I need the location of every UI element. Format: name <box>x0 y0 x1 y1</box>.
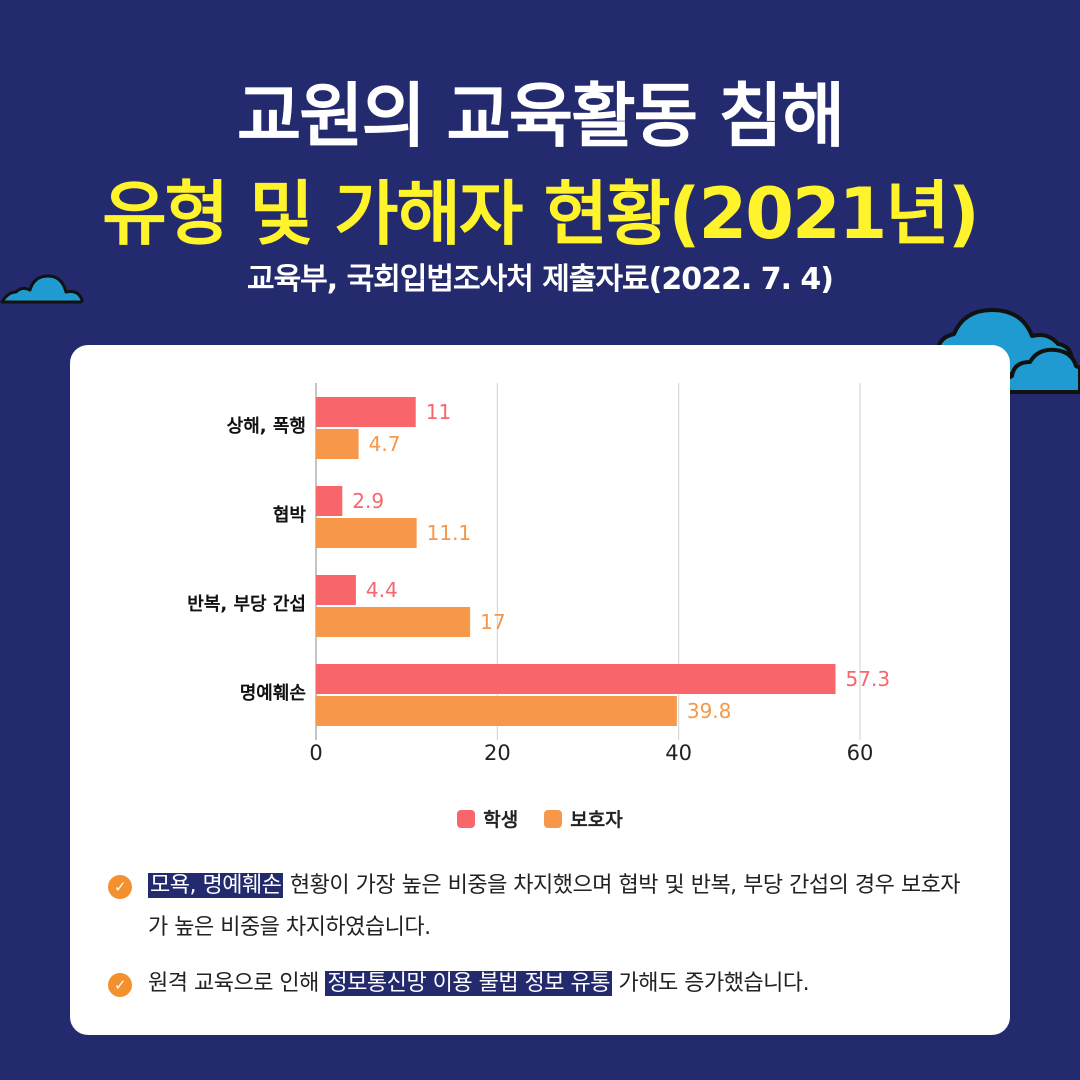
data-label: 11 <box>426 400 451 424</box>
legend-swatch-guardian <box>544 809 563 828</box>
x-tick-label: 60 <box>847 741 874 765</box>
bar <box>316 575 356 605</box>
note-text: 가해도 증가했습니다. <box>612 971 810 996</box>
legend-swatch-student <box>457 809 476 828</box>
note-text: 현황이 가장 높은 비중을 차지했으며 협박 및 반복, 부당 간섭의 경우 보… <box>148 873 961 940</box>
legend-label-student: 학생 <box>483 809 519 831</box>
bar <box>316 518 417 548</box>
bar <box>316 696 677 726</box>
bar <box>316 664 836 694</box>
x-tick-label: 20 <box>484 741 511 765</box>
legend-label-guardian: 보호자 <box>570 809 623 831</box>
data-label: 39.8 <box>687 699 732 723</box>
content-card: 0 20 40 60 상해, 폭행 11 4.7 협박 2.9 11.1 반복, 부당 간섭 4.4 1… <box>70 345 1010 1035</box>
legend-item-guardian: 보호자 <box>544 805 623 832</box>
data-label: 57.3 <box>846 667 891 691</box>
category-label: 상해, 폭행 <box>227 416 306 437</box>
cloud-left-icon <box>0 274 84 304</box>
bar <box>316 429 359 459</box>
data-label: 11.1 <box>427 521 472 545</box>
title-line-1: 교원의 교육활동 침해 <box>236 75 845 157</box>
title-line-2: 유형 및 가해자 현황(2021년) <box>102 173 980 255</box>
note-item: ✓ 원격 교육으로 인해 정보통신망 이용 불법 정보 유통 가해도 증가했습니… <box>108 963 968 1005</box>
category-label: 명예훼손 <box>240 683 306 704</box>
note-text: 원격 교육으로 인해 <box>148 971 326 996</box>
x-tick-label: 40 <box>665 741 692 765</box>
bar-chart: 0 20 40 60 상해, 폭행 11 4.7 협박 2.9 11.1 반복, 부당 간섭 4.4 1… <box>187 383 891 765</box>
category-label: 반복, 부당 간섭 <box>187 594 306 615</box>
x-tick-label: 0 <box>309 741 322 765</box>
data-label: 17 <box>480 610 505 634</box>
check-badge-icon: ✓ <box>108 875 132 899</box>
note-item: ✓ 모욕, 명예훼손 현황이 가장 높은 비중을 차지했으며 협박 및 반복, … <box>108 865 968 949</box>
data-label: 2.9 <box>352 489 384 513</box>
data-label: 4.7 <box>369 432 401 456</box>
note-highlight: 정보통신망 이용 불법 정보 유통 <box>325 971 612 996</box>
check-badge-icon: ✓ <box>108 973 132 997</box>
notes-list: ✓ 모욕, 명예훼손 현황이 가장 높은 비중을 차지했으며 협박 및 반복, … <box>108 865 968 1005</box>
chart-legend: 학생 보호자 <box>70 805 1010 832</box>
source-subtitle: 교육부, 국회입법조사처 제출자료(2022. 7. 4) <box>246 262 834 297</box>
bar <box>316 607 471 637</box>
note-highlight: 모욕, 명예훼손 <box>148 873 284 898</box>
legend-item-student: 학생 <box>457 805 518 832</box>
bar <box>316 397 416 427</box>
data-label: 4.4 <box>366 578 398 602</box>
category-label: 협박 <box>273 504 307 526</box>
bar <box>316 486 343 516</box>
